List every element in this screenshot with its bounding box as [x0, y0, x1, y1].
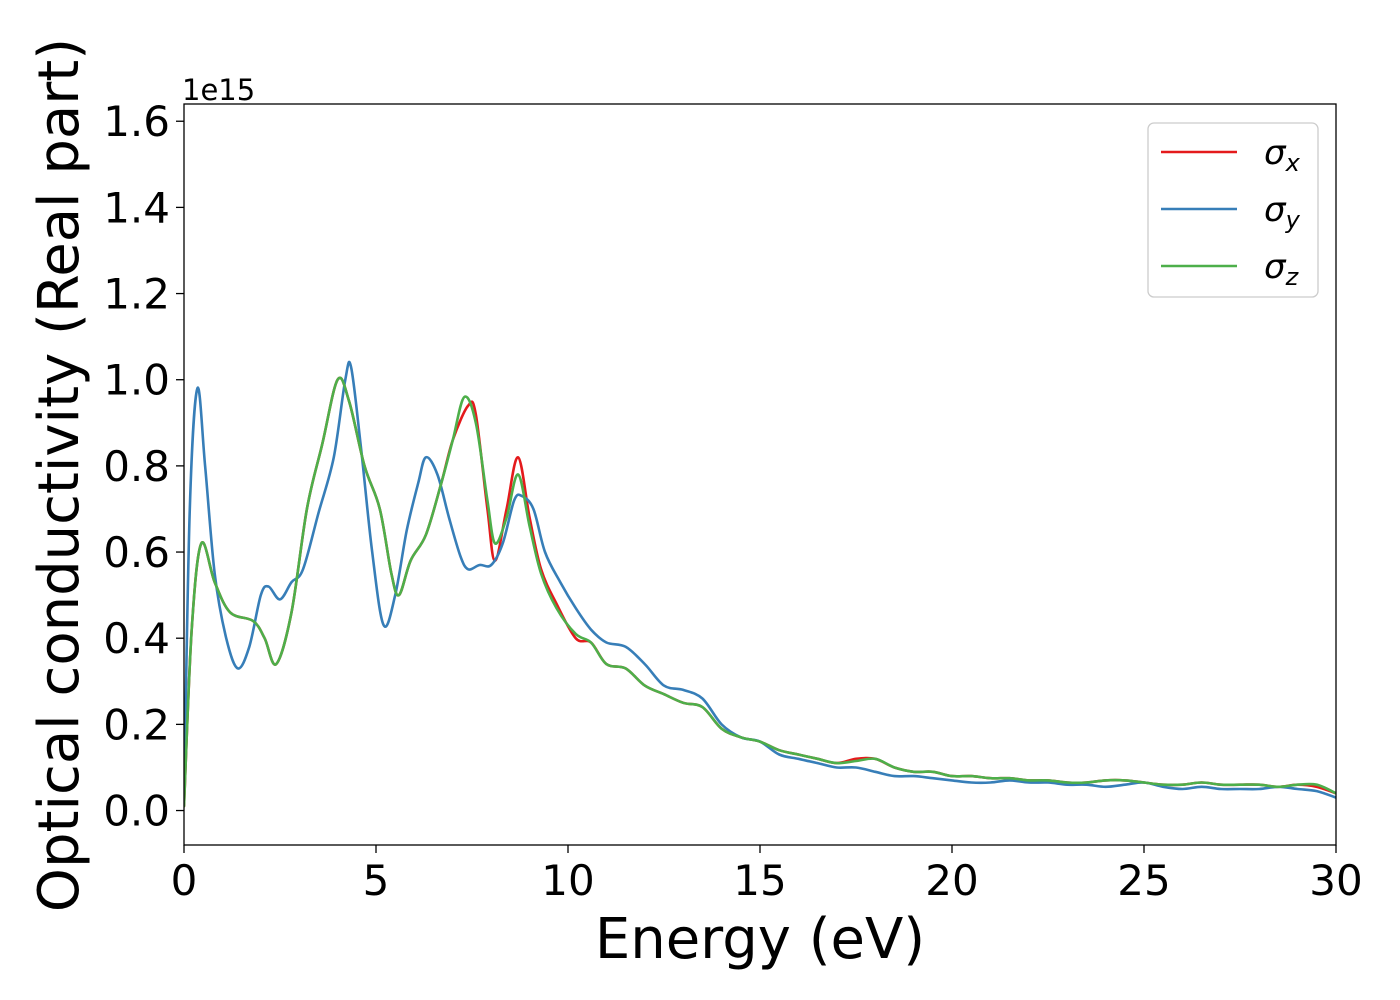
x-tick-label: 30 — [1309, 856, 1362, 905]
x-tick-label: 5 — [363, 856, 390, 905]
y-offset-label: 1e15 — [182, 73, 255, 107]
x-tick-label: 10 — [541, 856, 594, 905]
y-tick-label: 0.2 — [103, 700, 170, 749]
y-axis: 0.0 0.2 0.4 0.6 0.8 1.0 1.2 1.4 1.6 — [103, 97, 184, 836]
x-tick-label: 20 — [925, 856, 978, 905]
x-axis: 0 5 10 15 20 25 30 — [171, 845, 1363, 905]
y-tick-label: 1.2 — [103, 270, 170, 319]
y-tick-label: 1.6 — [103, 97, 170, 146]
y-axis-label: Optical conductivity (Real part) — [27, 38, 92, 912]
x-tick-label: 25 — [1117, 856, 1170, 905]
x-tick-label: 15 — [733, 856, 786, 905]
y-tick-label: 0.6 — [103, 528, 170, 577]
x-axis-label: Energy (eV) — [595, 907, 925, 972]
series-line-2 — [184, 376, 1336, 808]
y-tick-label: 0.0 — [103, 787, 170, 836]
series-layer — [184, 360, 1336, 808]
y-tick-label: 0.8 — [103, 442, 170, 491]
series-line-1 — [184, 360, 1336, 804]
y-tick-label: 0.4 — [103, 614, 170, 663]
y-tick-label: 1.4 — [103, 183, 170, 232]
y-tick-label: 1.0 — [103, 356, 170, 405]
x-tick-label: 0 — [171, 856, 198, 905]
